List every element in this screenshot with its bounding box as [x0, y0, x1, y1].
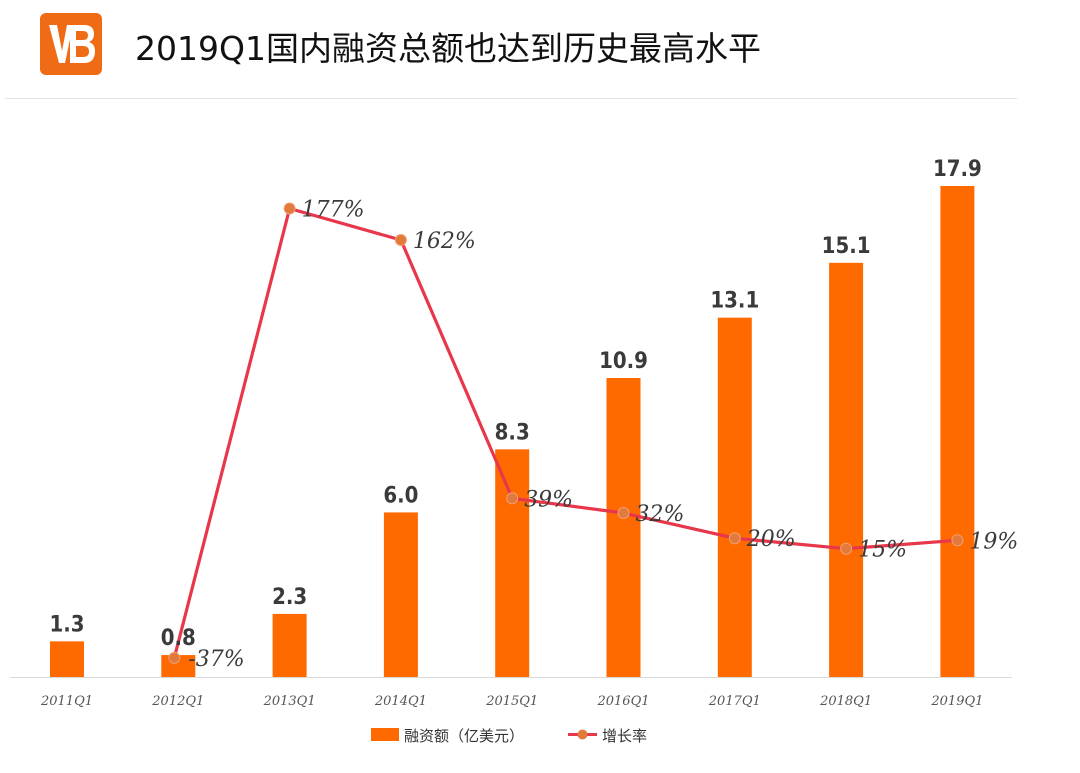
page-title: 2019Q1国内融资总额也达到历史最高水平 — [135, 29, 761, 68]
growth-rate-label: 32% — [636, 502, 685, 527]
bar-value-label: 17.9 — [933, 157, 982, 182]
growth-marker-3 — [506, 492, 519, 505]
growth-marker-1 — [283, 202, 296, 215]
x-tick-label: 2015Q1 — [485, 694, 538, 709]
growth-rate-label: 15% — [858, 538, 907, 563]
growth-rate-label: 19% — [969, 529, 1018, 554]
bar-value-label: 2.3 — [272, 585, 307, 610]
bar-value-label: 0.8 — [161, 626, 196, 651]
x-tick-label: 2018Q1 — [819, 694, 872, 709]
bar-2011Q1 — [50, 641, 84, 677]
growth-rate-label: -37% — [188, 647, 244, 672]
bar-2018Q1 — [829, 262, 864, 677]
x-tick-label: 2013Q1 — [263, 694, 316, 709]
growth-rate-label: 39% — [524, 487, 573, 512]
bar-value-label: 1.3 — [49, 612, 84, 637]
legend-bar-swatch — [371, 728, 399, 741]
growth-marker-5 — [728, 532, 741, 545]
bar-2015Q1 — [495, 449, 530, 677]
x-tick-label: 2011Q1 — [40, 694, 93, 709]
header-divider — [5, 98, 1017, 99]
vb-logo-icon — [40, 13, 102, 75]
x-tick-label: 2019Q1 — [930, 694, 983, 709]
legend-line-label: 增长率 — [602, 727, 647, 745]
growth-rate-label: 177% — [302, 198, 365, 223]
bar-value-label: 6.0 — [383, 483, 418, 508]
bar-2014Q1 — [383, 512, 418, 677]
bar-2019Q1 — [940, 186, 975, 677]
bar-2016Q1 — [606, 378, 641, 677]
growth-marker-2 — [394, 234, 407, 246]
x-tick-label: 2014Q1 — [374, 694, 427, 709]
bar-value-label: 10.9 — [599, 349, 648, 374]
brand-logo — [40, 13, 102, 75]
legend-line-marker — [577, 729, 588, 740]
growth-marker-6 — [840, 542, 853, 555]
x-tick-label: 2016Q1 — [596, 694, 649, 709]
x-tick-label: 2012Q1 — [151, 694, 204, 709]
header: 2019Q1国内融资总额也达到历史最高水平 — [0, 0, 1080, 98]
growth-rate-label: 20% — [746, 527, 796, 552]
growth-marker-7 — [951, 534, 964, 547]
legend-bar-label: 融资额（亿美元） — [404, 727, 524, 745]
x-tick-label: 2017Q1 — [708, 694, 761, 709]
growth-rate-label: 162% — [413, 229, 476, 254]
bar-2017Q1 — [717, 317, 752, 677]
bar-2013Q1 — [272, 613, 307, 677]
growth-rate-line — [172, 206, 958, 659]
bar-value-label: 8.3 — [495, 420, 530, 445]
bar-value-label: 13.1 — [710, 289, 759, 314]
bar-value-label: 15.1 — [822, 234, 871, 259]
growth-marker-4 — [617, 507, 630, 519]
growth-marker-0 — [168, 651, 181, 664]
